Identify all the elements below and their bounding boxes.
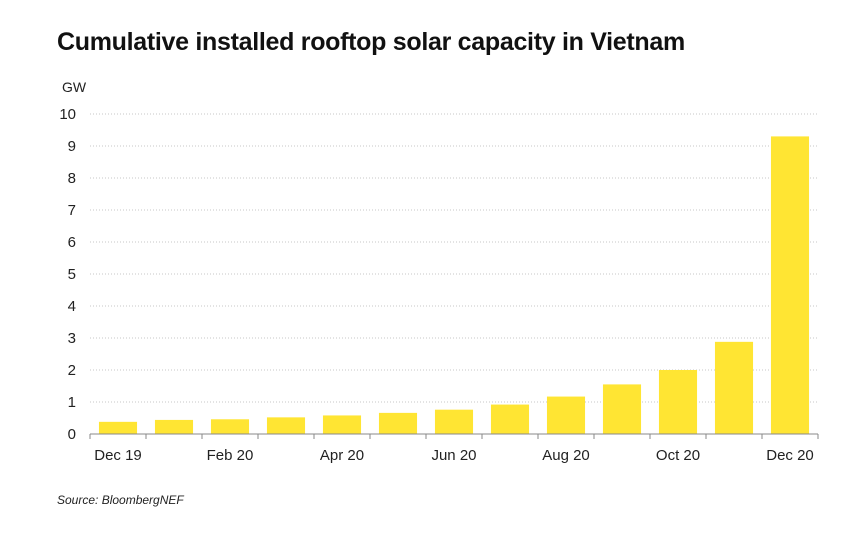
y-tick-label: 5 (68, 266, 76, 283)
bar-dec-20 (770, 136, 810, 434)
y-axis-unit-label: GW (62, 79, 87, 95)
y-tick-label: 0 (68, 426, 76, 443)
x-tick-label: Jun 20 (431, 447, 476, 464)
x-tick-label: Apr 20 (320, 447, 364, 464)
y-tick-label: 10 (59, 106, 76, 123)
y-tick-label: 2 (68, 362, 76, 379)
bar-oct-20 (658, 370, 698, 434)
y-tick-label: 3 (68, 330, 76, 347)
bar-sep-20 (602, 384, 642, 434)
source-note: Source: BloombergNEF (57, 493, 184, 507)
y-tick-label: 9 (68, 138, 76, 155)
y-tick-label: 1 (68, 394, 76, 411)
x-tick-label: Dec 20 (766, 447, 814, 464)
y-tick-label: 4 (68, 298, 76, 315)
bar-jul-20 (490, 404, 530, 434)
grid-lines (90, 113, 818, 403)
bars (98, 136, 810, 434)
bar-apr-20 (322, 415, 362, 434)
bar-dec-19 (98, 421, 138, 434)
y-axis-ticks: 0 1 2 3 4 5 6 7 8 9 10 (59, 106, 76, 443)
x-tick-label: Aug 20 (542, 447, 590, 464)
bar-nov-20 (714, 341, 754, 434)
bar-jun-20 (434, 409, 474, 434)
x-tick-label: Feb 20 (207, 447, 254, 464)
chart-title: Cumulative installed rooftop solar capac… (57, 28, 685, 56)
bar-mar-20 (266, 417, 306, 434)
x-tick-label: Oct 20 (656, 447, 700, 464)
x-tick-label: Dec 19 (94, 447, 142, 464)
y-tick-label: 7 (68, 202, 76, 219)
bar-feb-20 (210, 419, 250, 434)
bar-aug-20 (546, 396, 586, 434)
y-tick-label: 6 (68, 234, 76, 251)
bar-may-20 (378, 412, 418, 434)
bar-jan-20 (154, 419, 194, 434)
x-axis-ticks: Dec 19 Feb 20 Apr 20 Jun 20 Aug 20 Oct 20 Dec … (89, 434, 819, 464)
y-tick-label: 8 (68, 170, 76, 187)
